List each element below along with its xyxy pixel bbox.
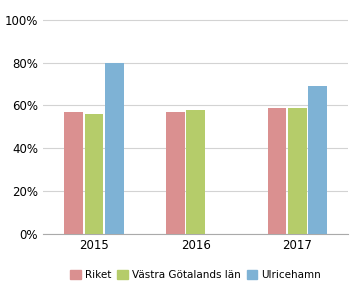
- Legend: Riket, Västra Götalands län, Ulricehamn: Riket, Västra Götalands län, Ulricehamn: [66, 266, 325, 284]
- Bar: [288, 108, 307, 234]
- Bar: [186, 110, 205, 234]
- Bar: [166, 112, 185, 234]
- Bar: [268, 108, 286, 234]
- Bar: [64, 112, 83, 234]
- Bar: [105, 63, 123, 234]
- Bar: [308, 86, 327, 234]
- Bar: [85, 114, 103, 234]
